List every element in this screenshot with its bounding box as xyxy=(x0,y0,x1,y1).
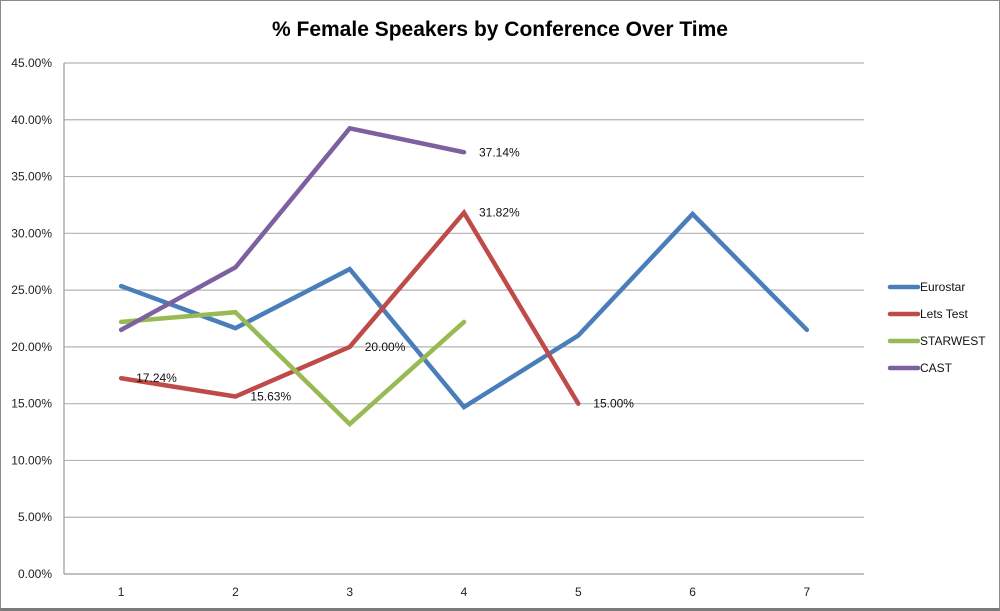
series-line-starwest xyxy=(118,309,467,428)
y-tick-label: 10.00% xyxy=(11,453,52,467)
legend-label: STARWEST xyxy=(920,334,986,348)
series-line-eurostar xyxy=(118,210,810,411)
data-label: 15.63% xyxy=(250,390,291,404)
x-tick-label: 6 xyxy=(689,585,696,599)
x-tick-label: 1 xyxy=(118,585,125,599)
x-tick-label: 5 xyxy=(575,585,582,599)
legend-label: Eurostar xyxy=(920,280,965,294)
y-axis: 0.00% 5.00% 10.00% 15.00% 20.00% 25.00% 30.00%… xyxy=(11,56,65,581)
series-line-cast xyxy=(118,125,467,333)
legend-item: Lets Test xyxy=(887,307,968,321)
x-tick-label: 3 xyxy=(346,585,353,599)
legend: Eurostar Lets Test STARWEST CAST xyxy=(887,280,986,375)
x-tick-label: 2 xyxy=(232,585,239,599)
series-line-lets-test xyxy=(118,208,581,406)
series-lines xyxy=(118,125,810,428)
legend-label: Lets Test xyxy=(920,307,968,321)
chart-title: % Female Speakers by Conference Over Tim… xyxy=(272,18,728,41)
data-label: 17.24% xyxy=(136,371,177,385)
y-tick-label: 45.00% xyxy=(11,56,52,70)
y-tick-label: 0.00% xyxy=(18,567,52,581)
data-labels: 17.24% 15.63% 20.00% 31.82% 15.00% 37.14% xyxy=(136,145,634,410)
y-tick-label: 15.00% xyxy=(11,397,52,411)
data-label: 15.00% xyxy=(593,397,634,411)
legend-item: CAST xyxy=(887,361,953,375)
legend-item: Eurostar xyxy=(887,280,965,294)
data-label: 37.14% xyxy=(479,145,520,159)
y-tick-label: 35.00% xyxy=(11,170,52,184)
x-axis: 1 2 3 4 5 6 7 xyxy=(64,573,864,599)
y-tick-label: 30.00% xyxy=(11,226,52,240)
x-tick-label: 7 xyxy=(804,585,811,599)
legend-label: CAST xyxy=(920,361,953,375)
data-label: 20.00% xyxy=(365,340,406,354)
y-tick-label: 20.00% xyxy=(11,340,52,354)
gridlines xyxy=(64,62,864,518)
y-tick-label: 40.00% xyxy=(11,113,52,127)
y-tick-label: 25.00% xyxy=(11,283,52,297)
data-label: 31.82% xyxy=(479,206,520,220)
legend-item: STARWEST xyxy=(887,334,986,348)
y-tick-label: 5.00% xyxy=(18,510,52,524)
x-tick-label: 4 xyxy=(461,585,468,599)
